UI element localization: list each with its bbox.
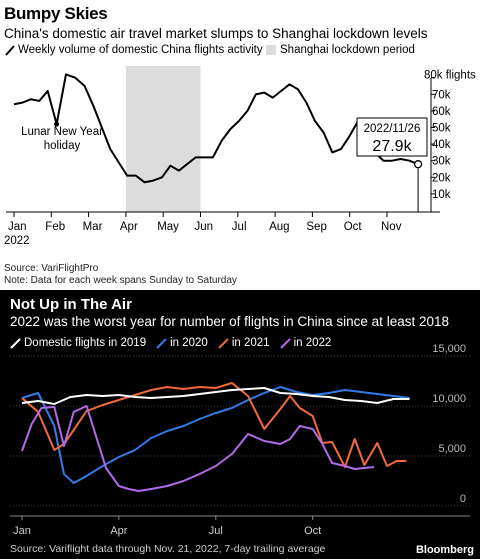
x-year-label: 2022: [4, 235, 30, 247]
y-tick-label: 10,000: [432, 393, 466, 405]
legend-item-2020: in 2020: [156, 337, 208, 349]
x-tick-label: Oct: [304, 525, 321, 537]
top-chart-subtitle: China's domestic air travel market slump…: [4, 26, 428, 41]
x-tick-label: Jan: [13, 525, 31, 537]
y-tick-label: 80k flights: [424, 70, 476, 82]
x-tick-label: Nov: [381, 221, 402, 233]
weekly-flights-chart: 10k 20k 30k 40k 50k 60k 70k 80k flights Jan Feb Ma…: [4, 66, 476, 247]
bottom-chart-panel: Not Up in The Air 2022 was the worst yea…: [0, 290, 480, 559]
top-source: Source: VariFlightPro: [4, 263, 99, 274]
series-2022-line: [21, 405, 375, 492]
x-tick-label: Jul: [209, 525, 223, 537]
callout-date: 2022/11/26: [364, 123, 421, 135]
x-tick-label: Jul: [232, 221, 247, 233]
legend-weekly-label: Weekly volume of domestic China flights …: [18, 44, 263, 56]
annotation-line2: holiday: [44, 140, 81, 152]
y-tick-label: 5,000: [438, 443, 466, 455]
callout-box: [356, 117, 428, 157]
x-tick-label: Mar: [83, 221, 103, 233]
bottom-legend: Domestic flights in 2019 in 2020 in 2021…: [10, 337, 331, 349]
legend-item-2022: in 2022: [279, 337, 332, 349]
legend-shade-swatch: [266, 45, 276, 55]
weekly-flights-line: [13, 73, 419, 184]
callout-value: 27.9k: [372, 138, 412, 155]
legend-line-icon: [5, 45, 15, 56]
legend-label-2022: in 2022: [293, 337, 332, 349]
last-point-marker: [413, 160, 423, 169]
bottom-chart-subtitle: 2022 was the worst year for number of fl…: [10, 314, 449, 329]
x-tick-label: May: [157, 221, 179, 233]
bottom-source: Source: Variflight data through Nov. 21,…: [10, 543, 326, 555]
y-tick-label: 50k: [432, 123, 451, 135]
legend-shade: Shanghai lockdown period: [266, 44, 415, 56]
y-tick-label: 60k: [432, 106, 451, 118]
x-tick-label: Oct: [344, 221, 363, 233]
y-tick-label: 0: [460, 493, 466, 505]
top-note: Note: Data for each week spans Sunday to…: [4, 275, 237, 286]
y-tick-label: 70k: [432, 89, 451, 101]
series-2019-line: [21, 387, 410, 405]
legend-item-2021: in 2021: [218, 337, 270, 349]
top-chart-title: Bumpy Skies: [4, 4, 108, 23]
lunar-new-year-marker: [54, 121, 60, 127]
x-tick-label: Aug: [269, 221, 289, 233]
x-tick-label: Jan: [8, 221, 27, 233]
y-tick-label: 15,000: [432, 343, 466, 355]
top-chart-panel: Bumpy Skies China's domestic air travel …: [4, 4, 477, 286]
legend-item-2019: Domestic flights in 2019: [10, 337, 146, 349]
y-tick-label: 40k: [432, 139, 451, 151]
legend-shade-label: Shanghai lockdown period: [280, 44, 415, 56]
legend-label-2021: in 2021: [231, 337, 270, 349]
x-tick-label: Apr: [120, 221, 138, 233]
legend-label-2019: Domestic flights in 2019: [24, 337, 147, 349]
lockdown-shade: [125, 66, 201, 212]
y-tick-label: 10k: [432, 189, 451, 201]
yearly-comparison-chart: 0 5,000 10,000 15,000 Jan Apr Jul Oct: [10, 343, 470, 537]
annotation-line1: Lunar New Year: [21, 126, 103, 138]
x-tick-label: Jun: [195, 221, 214, 233]
legend-label-2020: in 2020: [170, 337, 208, 349]
y-tick-label: 30k: [432, 156, 451, 168]
x-tick-label: Feb: [45, 221, 65, 233]
x-tick-label: Sep: [306, 221, 326, 233]
bottom-chart-title: Not Up in The Air: [10, 296, 132, 313]
x-tick-label: Apr: [110, 525, 127, 537]
bloomberg-logo: Bloomberg: [415, 544, 474, 556]
legend-weekly-series: Weekly volume of domestic China flights …: [4, 44, 263, 56]
y-tick-label: 20k: [432, 172, 451, 184]
series-2020-line: [21, 386, 410, 484]
